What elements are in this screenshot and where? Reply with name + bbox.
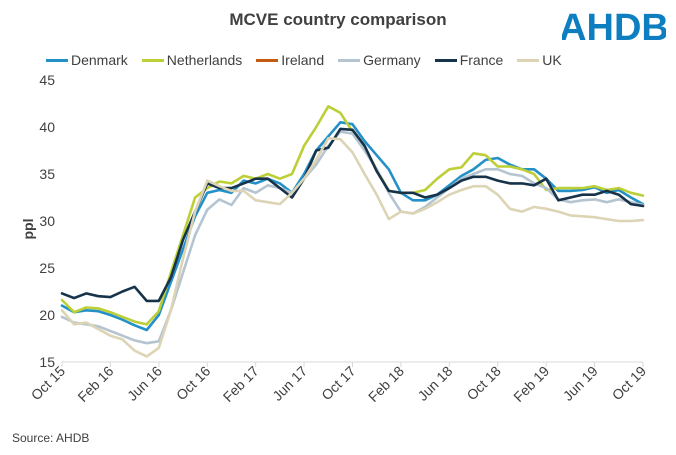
legend-swatch — [338, 58, 361, 62]
legend-swatch — [434, 58, 457, 62]
y-tick-label: 45 — [39, 72, 55, 88]
x-tick-label: Oct 19 — [609, 363, 650, 404]
y-tick-label: 20 — [39, 307, 55, 323]
legend-item: Netherlands — [141, 52, 243, 68]
y-axis-label: ppl — [20, 219, 36, 240]
series-line-netherlands — [60, 105, 645, 326]
source-note: Source: AHDB — [12, 431, 90, 445]
chart-series — [60, 105, 645, 358]
x-tick-label: Jun 16 — [124, 363, 165, 404]
x-tick-label: Jun 18 — [414, 363, 455, 404]
series-line-uk — [60, 137, 645, 358]
y-axis-ticks: 15 20 25 30 35 40 45 — [39, 72, 55, 370]
series-line-germany — [60, 130, 645, 345]
y-tick-label: 40 — [39, 119, 55, 135]
legend-item: Germany — [338, 52, 421, 68]
legend-item: Denmark — [46, 52, 128, 68]
x-tick-label: Feb 17 — [220, 363, 262, 405]
x-tick-label: Feb 19 — [510, 363, 552, 405]
legend-swatch — [141, 58, 164, 62]
y-tick-label: 30 — [39, 213, 55, 229]
y-tick-label: 25 — [39, 260, 55, 276]
legend-label: Ireland — [281, 52, 325, 68]
x-tick-label: Feb 18 — [365, 363, 407, 405]
x-tick-label: Oct 16 — [173, 363, 214, 404]
y-tick-label: 15 — [39, 354, 55, 370]
x-tick-label: Oct 17 — [318, 363, 359, 404]
y-tick-label: 35 — [39, 166, 55, 182]
legend-label: Netherlands — [166, 52, 243, 68]
chart-legend: Denmark Netherlands Ireland Germany France UK — [46, 50, 576, 70]
legend-label: UK — [542, 52, 562, 68]
chart-title: MCVE country comparison — [229, 10, 447, 29]
legend-swatch — [256, 58, 279, 62]
legend-swatch — [46, 58, 68, 62]
x-tick-label: Jun 19 — [560, 363, 601, 404]
series-line-france — [60, 127, 645, 303]
ahdb-logo: AHDB — [562, 7, 666, 48]
legend-label: Germany — [363, 52, 421, 68]
legend-item: France — [434, 52, 504, 68]
x-tick-label: Feb 16 — [74, 363, 116, 405]
legend-label: Denmark — [71, 52, 128, 68]
legend-label: France — [459, 52, 504, 68]
logo-text: AHDB — [562, 7, 666, 48]
legend-item: Ireland — [256, 52, 324, 68]
legend-item: UK — [517, 52, 562, 68]
legend-swatch — [517, 58, 540, 62]
x-tick-label: Jun 17 — [269, 363, 310, 404]
x-tick-label: Oct 18 — [463, 363, 504, 404]
x-axis-ticks: Oct 15 Feb 16 Jun 16 Oct 16 Feb 17 Jun 17 Oct … — [28, 362, 650, 405]
